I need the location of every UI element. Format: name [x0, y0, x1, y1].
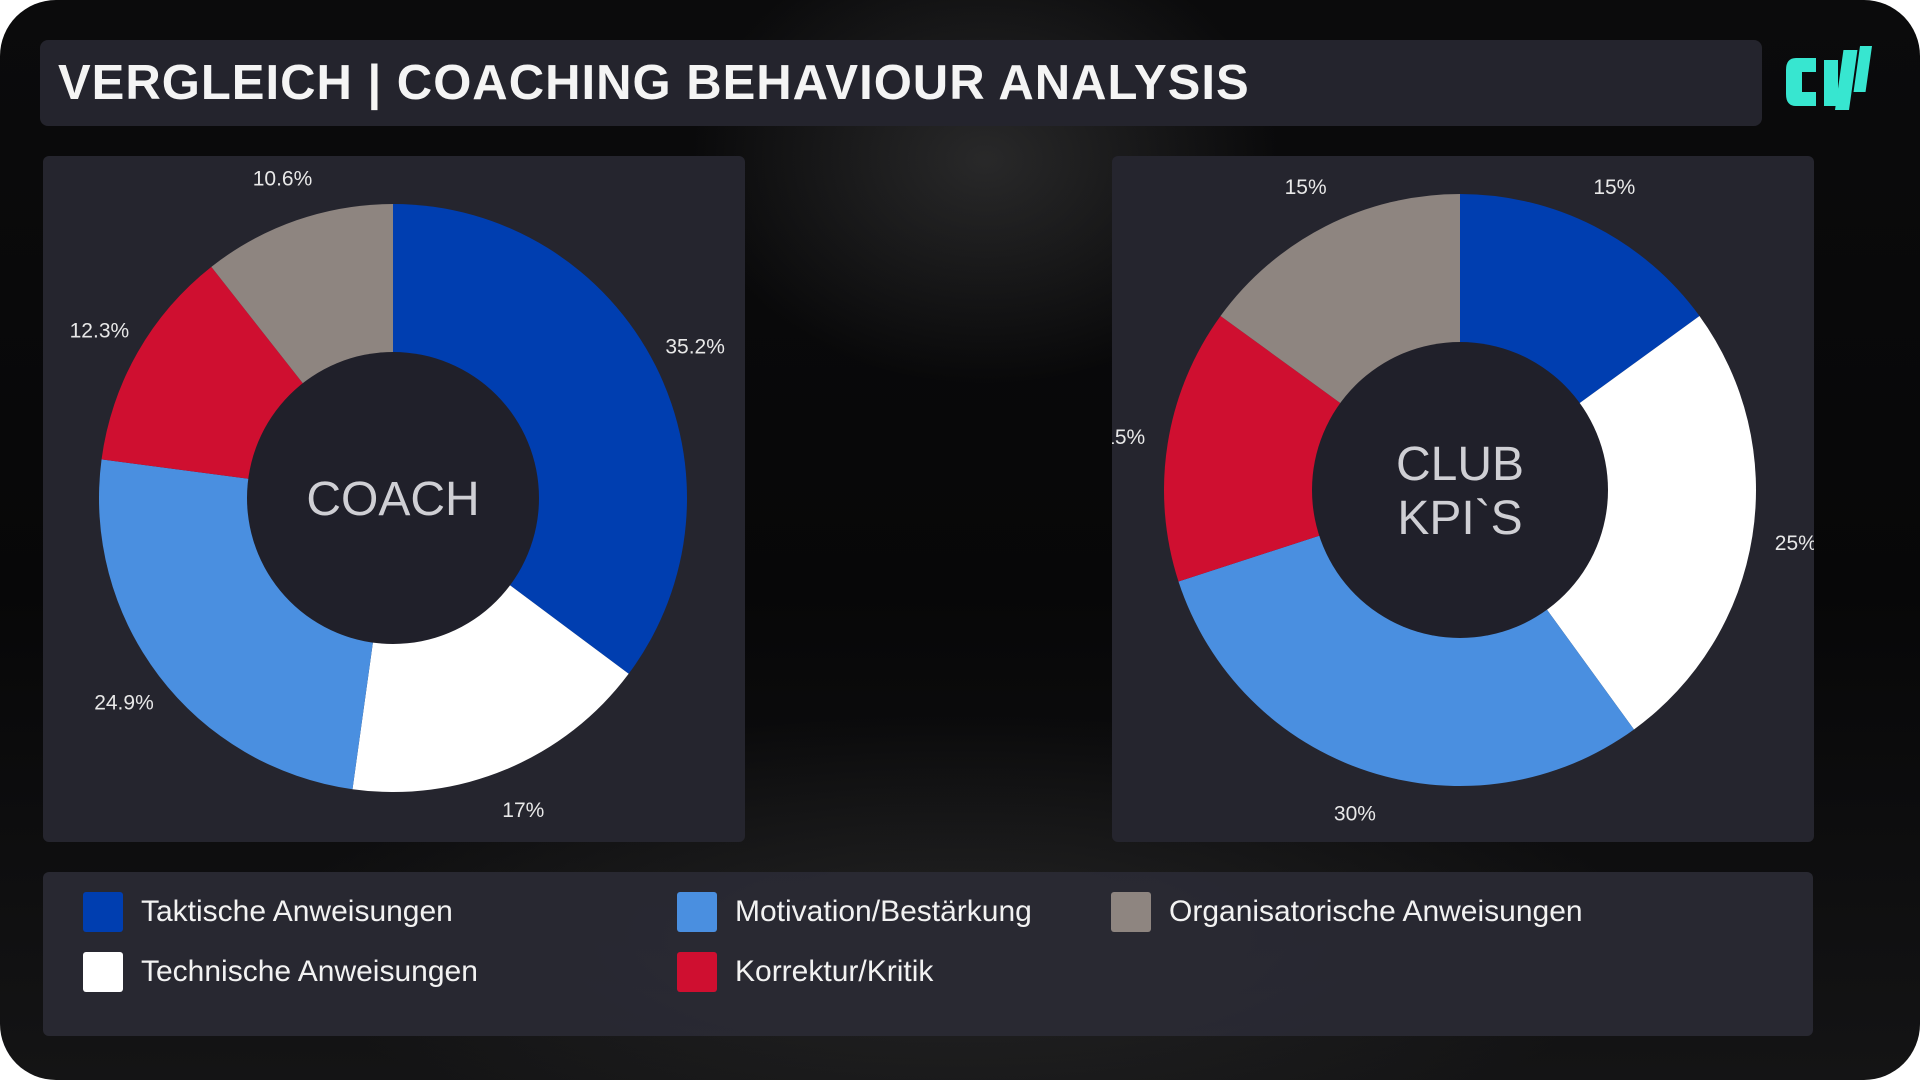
coach-value-label-taktische: 35.2%: [665, 335, 725, 358]
coach-donut-chart: 35.2% 17% 24.9% 12.3% 10.6% COACH: [70, 168, 725, 822]
club-value-label-motivation: 30%: [1334, 802, 1376, 825]
coach-chart-panel: 35.2% 17% 24.9% 12.3% 10.6% COACH: [43, 156, 745, 842]
club-value-label-organisatorische: 15%: [1285, 176, 1327, 199]
logo-bar-2: [1835, 50, 1858, 110]
coach-value-label-organisatorische: 10.6%: [253, 168, 313, 191]
legend: Taktische Anweisungen Motivation/Bestärk…: [43, 872, 1813, 1036]
coach-slice-taktische: [393, 204, 687, 674]
club-value-label-technische: 25%: [1775, 532, 1814, 555]
club-value-label-korrektur: 15%: [1112, 426, 1145, 449]
club-center-label-line-2: KPI`S: [1397, 492, 1522, 545]
club-value-label-taktische: 15%: [1593, 176, 1635, 199]
legend-label-korrektur: Korrektur/Kritik: [735, 955, 934, 988]
coach-center-label-line-1: COACH: [306, 473, 479, 526]
coach-value-label-motivation: 24.9%: [94, 692, 154, 715]
logo-bar-1: [1824, 60, 1838, 106]
legend-label-taktische: Taktische Anweisungen: [141, 895, 453, 928]
title-bar: VERGLEICH | COACHING BEHAVIOUR ANALYSIS: [40, 40, 1762, 126]
coach-donut-hole: [247, 352, 539, 644]
legend-label-organisatorische: Organisatorische Anweisungen: [1169, 895, 1583, 928]
legend-label-motivation: Motivation/Bestärkung: [735, 895, 1032, 928]
club-slice-technische: [1460, 316, 1756, 730]
coach-value-label-technische: 17%: [502, 799, 544, 822]
ch-logo-icon: [1786, 46, 1872, 110]
logo-c-shape: [1786, 58, 1816, 106]
legend-swatch-technische: [83, 952, 123, 992]
logo-bar-3: [1853, 46, 1872, 92]
legend-swatch-motivation: [677, 892, 717, 932]
page-title: VERGLEICH | COACHING BEHAVIOUR ANALYSIS: [58, 56, 1250, 110]
club-slice-motivation: [1178, 490, 1634, 786]
legend-label-technische: Technische Anweisungen: [141, 955, 478, 988]
legend-swatch-organisatorische: [1111, 892, 1151, 932]
club-center-label-line-1: CLUB: [1396, 438, 1524, 491]
club-slice-korrektur: [1164, 316, 1460, 582]
club-donut-hole: [1312, 342, 1608, 638]
legend-swatch-taktische: [83, 892, 123, 932]
legend-swatch-korrektur: [677, 952, 717, 992]
coach-value-label-korrektur: 12.3%: [70, 320, 130, 343]
